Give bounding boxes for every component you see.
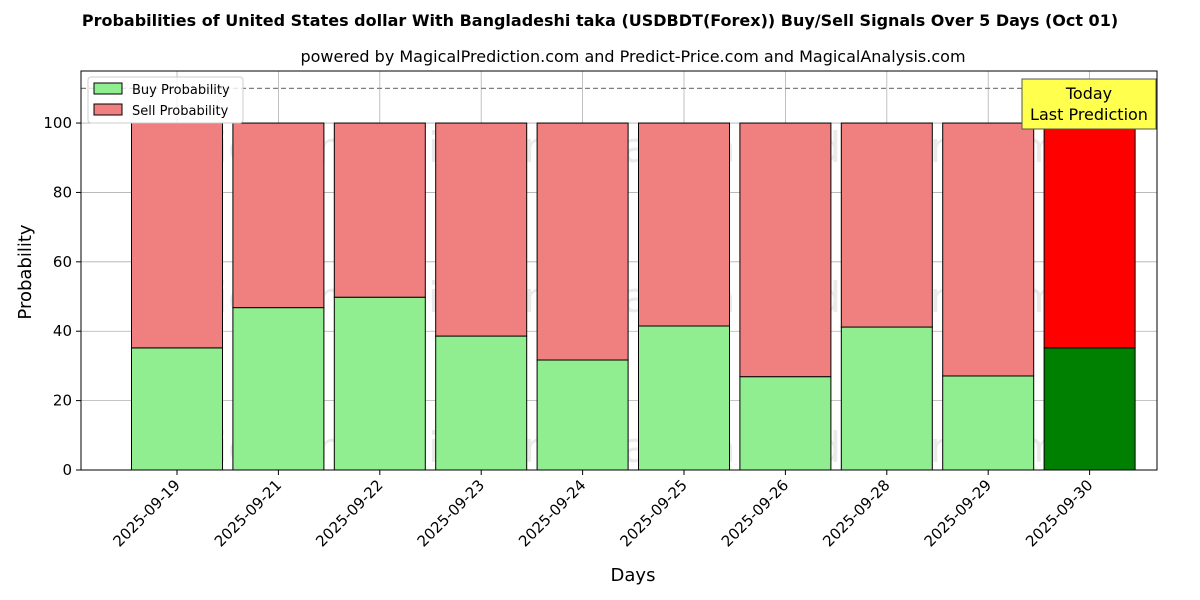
- y-axis-label: Probability: [15, 224, 36, 319]
- plot-frame: [80, 70, 1158, 471]
- bar-sell-2025-09-24: [536, 122, 629, 361]
- annotation-line-last-prediction: Last Prediction: [1030, 105, 1148, 124]
- y-tick-label: 40: [53, 322, 72, 340]
- bar-buy-2025-09-28: [840, 326, 933, 471]
- bar-sell-2025-09-26: [739, 122, 832, 378]
- y-tick-label: 20: [53, 392, 72, 410]
- today-annotation: Today Last Prediction: [1021, 78, 1157, 130]
- bar-buy-2025-09-24: [536, 359, 629, 471]
- chart-subtitle: powered by MagicalPrediction.com and Pre…: [300, 47, 965, 66]
- x-tick-label: 2025-09-28: [819, 476, 893, 550]
- x-tick-label: 2025-09-24: [515, 476, 589, 550]
- bar-sell-2025-09-29: [942, 122, 1035, 377]
- annotation-line-today: Today: [1065, 84, 1112, 103]
- legend-swatch-buy: [93, 82, 123, 95]
- bars: [131, 122, 1136, 471]
- x-tick-label: 2025-09-30: [1022, 476, 1096, 550]
- y-axis-ticks: 0 20 40 60 80 100: [43, 114, 81, 479]
- legend-label-sell: Sell Probability: [132, 104, 229, 119]
- x-tick-label: 2025-09-26: [718, 476, 792, 550]
- bar-sell-2025-09-23: [435, 122, 528, 337]
- y-tick-label: 60: [53, 253, 72, 271]
- legend: Buy Probability Sell Probability: [87, 76, 244, 124]
- bar-sell-2025-09-28: [840, 122, 933, 328]
- y-tick-label: 100: [43, 114, 72, 132]
- bar-buy-2025-09-23: [435, 335, 528, 471]
- x-axis-ticks: 2025-09-19 2025-09-21 2025-09-22 2025-09-23…: [109, 470, 1096, 550]
- bar-sell-2025-09-25: [638, 122, 730, 327]
- legend-box: [87, 76, 244, 124]
- bar-sell-2025-09-30: [1043, 122, 1136, 349]
- bar-sell-2025-09-19: [131, 122, 223, 349]
- x-tick-label: 2025-09-21: [211, 476, 285, 550]
- x-tick-label: 2025-09-19: [109, 476, 183, 550]
- x-axis-label: Days: [611, 565, 656, 586]
- x-tick-label: 2025-09-29: [921, 476, 995, 550]
- bar-buy-2025-09-29: [942, 375, 1035, 471]
- x-tick-label: 2025-09-22: [312, 476, 386, 550]
- legend-label-buy: Buy Probability: [132, 83, 230, 98]
- bar-buy-2025-09-22: [333, 296, 426, 471]
- bar-sell-2025-09-21: [232, 122, 325, 309]
- bar-buy-2025-09-25: [638, 325, 730, 471]
- legend-swatch-sell: [93, 103, 123, 116]
- bar-sell-2025-09-22: [333, 122, 426, 298]
- x-tick-label: 2025-09-25: [616, 476, 690, 550]
- bar-buy-2025-09-30: [1043, 347, 1136, 471]
- bar-buy-2025-09-19: [131, 347, 223, 471]
- y-tick-label: 0: [62, 461, 72, 479]
- y-tick-label: 80: [53, 183, 72, 201]
- annotation-box: [1021, 78, 1157, 130]
- x-tick-label: 2025-09-23: [414, 476, 488, 550]
- bar-buy-2025-09-26: [739, 376, 832, 471]
- chart-title: Probabilities of United States dollar Wi…: [82, 11, 1118, 30]
- bar-buy-2025-09-21: [232, 307, 325, 471]
